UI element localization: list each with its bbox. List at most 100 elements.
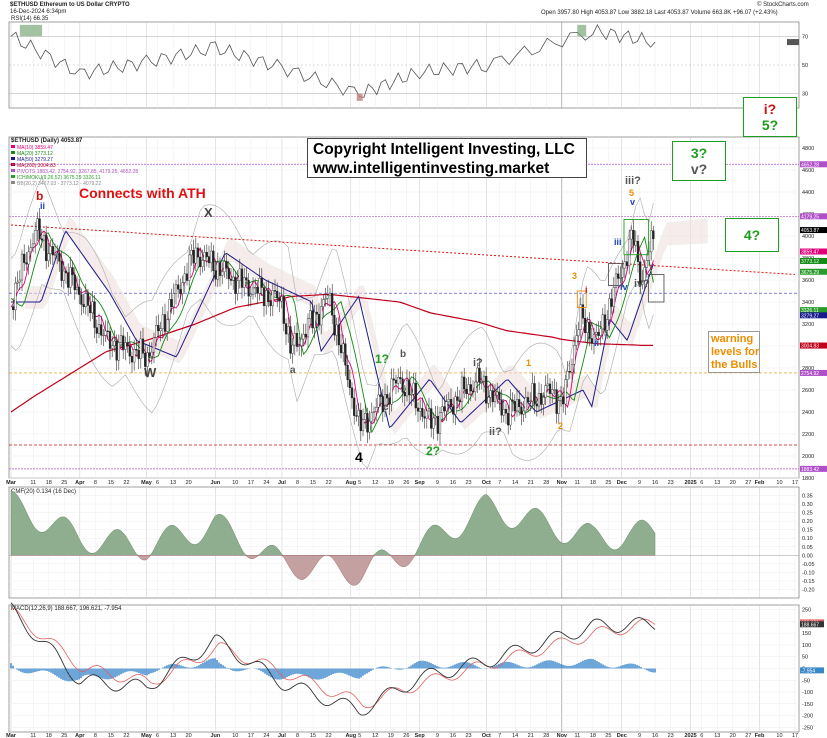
x-tick-label: 5 xyxy=(358,480,361,486)
cmf-tick-label: 0.25 xyxy=(802,511,813,517)
macd-hist-bar xyxy=(314,668,316,680)
x-tick-label: 27 xyxy=(745,480,751,486)
macd-hist-bar xyxy=(362,668,364,676)
candle-down xyxy=(177,284,180,290)
macd-hist-bar xyxy=(646,668,648,671)
x-tick-label: 22 xyxy=(326,480,332,486)
macd-hist-bar xyxy=(174,663,176,669)
open-value: 3957.80 xyxy=(557,10,580,16)
candle-up xyxy=(326,295,329,299)
candle-down xyxy=(205,252,208,257)
macd-hist-bar xyxy=(554,661,556,669)
macd-hist-bar xyxy=(276,668,278,680)
macd-hist-bar xyxy=(176,664,178,669)
volume-label: Volume xyxy=(690,10,711,16)
macd-hist-bar xyxy=(504,661,506,669)
macd-hist-bar xyxy=(16,668,18,670)
macd-hist-bar xyxy=(552,660,554,669)
candle-down xyxy=(58,253,61,262)
target-box-2-line2: v? xyxy=(690,161,708,177)
candle-up xyxy=(188,254,191,281)
macd-hist-bar xyxy=(436,666,438,669)
macd-hist-bar xyxy=(94,668,96,676)
candle-up xyxy=(251,287,255,295)
target-box-2-line1: 3? xyxy=(690,145,708,161)
x-tick-label-bottom: 16 xyxy=(652,733,658,738)
x-tick-label-bottom: 11 xyxy=(574,733,580,738)
cmf-label: CMF(20) 0.134 (16 Dec) xyxy=(11,489,76,495)
candle-up xyxy=(614,273,618,288)
candle-up xyxy=(377,394,380,408)
macd-hist-bar xyxy=(336,668,338,673)
candle-up xyxy=(364,413,367,420)
candle-down xyxy=(262,287,266,306)
candle-up xyxy=(216,262,219,280)
x-tick-label-bottom: Jun xyxy=(210,733,220,738)
price-tag-bg xyxy=(800,213,827,220)
macd-tick-label: -50 xyxy=(802,678,810,684)
candle-up xyxy=(166,319,169,332)
candle-down xyxy=(394,379,398,384)
x-tick-label: Apr xyxy=(75,480,85,486)
candle-down xyxy=(333,314,336,336)
macd-hist-bar xyxy=(92,668,94,676)
macd-hist-bar xyxy=(380,666,382,669)
candle-up xyxy=(551,389,554,394)
macd-hist-bar xyxy=(620,665,622,669)
candle-up xyxy=(474,381,477,393)
candle-down xyxy=(540,393,543,405)
macd-tick-label: -150 xyxy=(802,702,813,708)
candle-down xyxy=(518,399,521,408)
macd-hist-bar xyxy=(640,667,642,669)
macd-tag-label: 188.667 xyxy=(801,622,819,628)
macd-hist-bar xyxy=(208,659,210,669)
x-tick-label-bottom: 8 xyxy=(94,733,97,738)
macd-hist-bar xyxy=(584,659,586,669)
macd-hist-bar xyxy=(304,668,306,676)
candle-up xyxy=(454,396,457,415)
candle-up xyxy=(592,333,596,344)
macd-hist-bar xyxy=(206,660,208,669)
macd-hist-bar xyxy=(162,667,164,669)
wave-c: c xyxy=(383,402,389,413)
macd-hist-bar xyxy=(570,665,572,669)
candle-down xyxy=(115,340,118,361)
target-box-3: 4? xyxy=(725,218,779,252)
candle-down xyxy=(449,399,453,408)
x-tick-label: 13 xyxy=(714,480,720,486)
symbol-text: $ETHUSD Ethereum to US Dollar CRYPTO xyxy=(10,2,130,8)
candle-up xyxy=(586,321,589,334)
macd-hist-bar xyxy=(510,662,512,669)
legend-item: ICHIMOKU(9,26,52) 3675.29 3326.11 xyxy=(17,175,101,181)
candle-down xyxy=(568,370,571,373)
macd-hist-bar xyxy=(472,664,474,669)
x-tick-label-bottom: Aug xyxy=(345,733,356,738)
macd-hist-bar xyxy=(598,662,600,669)
macd-hist-bar xyxy=(154,668,156,672)
candle-down xyxy=(346,364,349,380)
macd-hist-bar xyxy=(12,665,14,669)
price-tag-bg xyxy=(800,342,827,349)
bollinger-upper xyxy=(10,176,654,392)
macd-hist-bar xyxy=(618,666,620,669)
candle-up xyxy=(243,277,246,288)
candle-up xyxy=(150,351,153,357)
candle-down xyxy=(95,327,98,334)
price-tag-bg xyxy=(800,268,827,275)
candle-down xyxy=(511,399,514,402)
macd-hist-bar xyxy=(396,668,398,670)
candle-down xyxy=(122,335,125,350)
rsi-panel-frame xyxy=(8,21,800,109)
macd-hist-bar xyxy=(82,668,84,677)
candle-down xyxy=(80,294,83,305)
candle-up xyxy=(300,338,303,346)
macd-hist-bar xyxy=(40,668,42,671)
candle-down xyxy=(267,290,270,302)
macd-hist-bar xyxy=(142,668,144,675)
candle-up xyxy=(320,306,323,326)
candle-down xyxy=(135,349,138,351)
x-tick-label: 7 xyxy=(498,480,501,486)
macd-hist-bar xyxy=(22,668,24,673)
macd-hist-bar xyxy=(24,668,26,674)
macd-hist-bar xyxy=(460,662,462,669)
